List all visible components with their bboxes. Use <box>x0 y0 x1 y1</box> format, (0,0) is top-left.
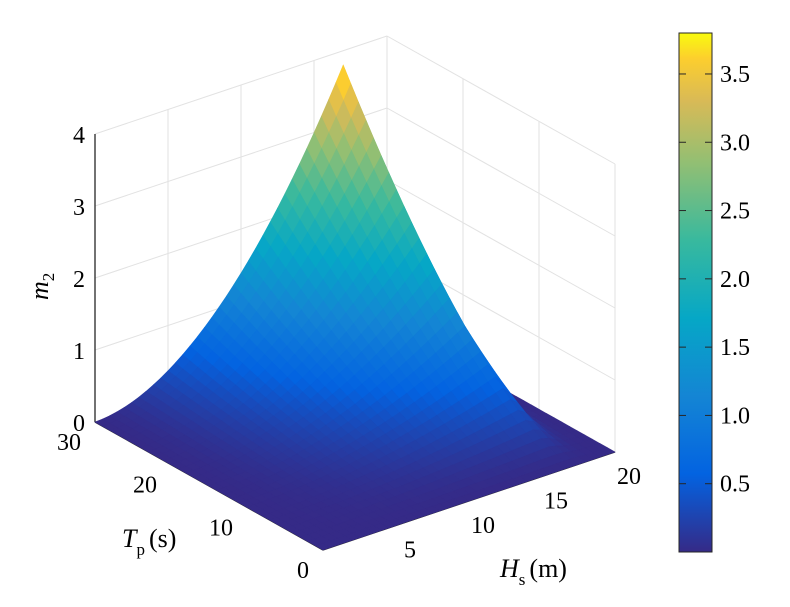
x-tick-label: 10 <box>471 513 495 539</box>
surface-patch <box>314 542 332 551</box>
y-axis-unit: (s) <box>149 524 176 553</box>
colorbar-tick-label: 2.0 <box>720 267 750 293</box>
z-tick-label: 3 <box>73 195 85 221</box>
grid-line <box>386 107 616 237</box>
grid-line <box>94 35 388 135</box>
colorbar-tick-label: 3.0 <box>720 130 750 156</box>
colorbar-tick-label: 0.5 <box>720 472 750 498</box>
y-axis-label-main: T <box>122 524 138 553</box>
y-tick-label: 10 <box>209 515 233 541</box>
x-axis-label-sub: s <box>519 570 526 589</box>
x-axis-label-main: H <box>499 554 520 583</box>
z-tick-label: 4 <box>73 123 85 149</box>
grid-line <box>386 179 616 309</box>
colorbar-tick-label: 1.5 <box>720 335 750 361</box>
y-tick-label: 0 <box>297 558 309 584</box>
surface-plot <box>94 64 616 551</box>
colorbar-tick-label: 2.5 <box>720 199 750 225</box>
x-tick-label: 15 <box>544 489 568 515</box>
x-axis-unit: (m) <box>529 554 567 583</box>
x-tick-label: 5 <box>404 538 416 564</box>
colorbar-tick-label: 3.5 <box>720 62 750 88</box>
z-axis-label-sub: 2 <box>39 273 58 282</box>
x-tick-label: 20 <box>617 464 641 490</box>
colorbar-tick-label: 1.0 <box>720 403 750 429</box>
colorbar <box>678 32 713 553</box>
x-axis-label: Hs (m) <box>499 554 567 589</box>
y-tick-label: 30 <box>57 430 81 456</box>
z-axis-label-main: m <box>25 281 54 300</box>
y-axis-label-sub: p <box>136 540 145 559</box>
y-axis-label: Tp (s) <box>122 524 176 559</box>
z-axis-label: m2 <box>25 273 58 300</box>
z-tick-label: 0 <box>73 411 85 437</box>
y-tick-label: 20 <box>133 473 157 499</box>
z-tick-label: 2 <box>73 267 85 293</box>
grid-line <box>386 35 616 165</box>
colorbar-ticks: 0.5 1.0 1.5 2.0 2.5 3.0 3.5 <box>679 62 750 498</box>
z-tick-label: 1 <box>73 339 85 365</box>
